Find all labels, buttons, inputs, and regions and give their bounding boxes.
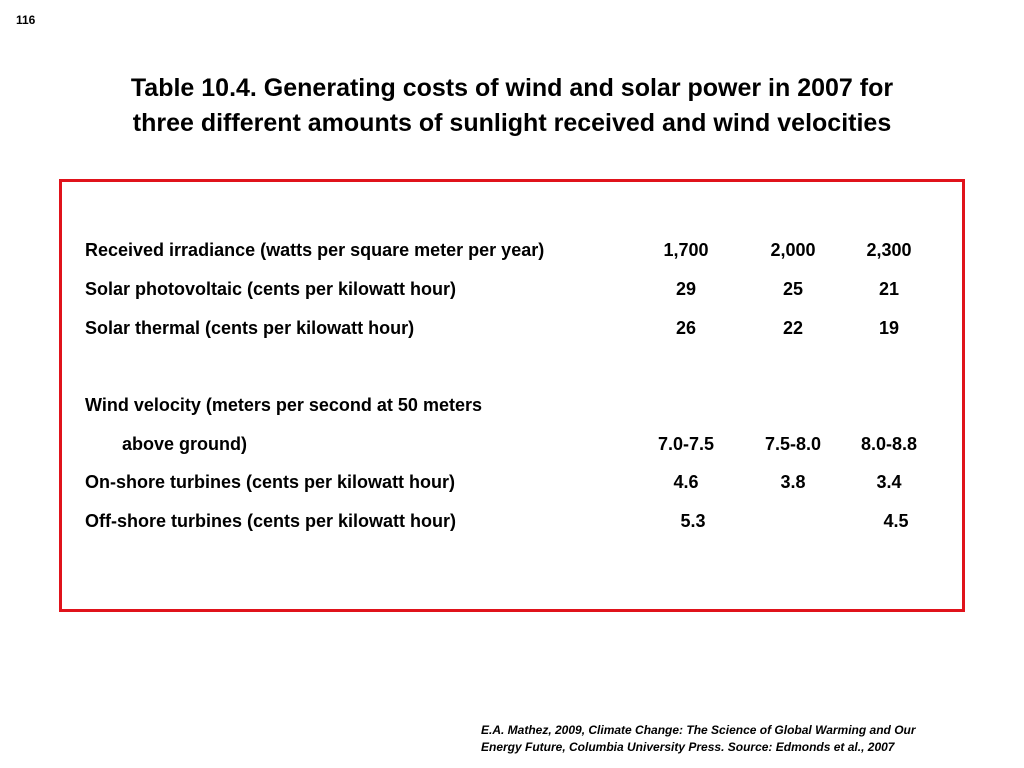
cell-mid: 2,000 bbox=[770, 240, 816, 260]
cell-mid: 22 bbox=[782, 318, 804, 338]
cell-high: 2,300 bbox=[866, 240, 912, 260]
cell-mid: 7.5-8.0 bbox=[764, 434, 822, 454]
page-number: 116 bbox=[16, 13, 36, 27]
data-table-box: Received irradiance (watts per square me… bbox=[59, 179, 965, 612]
cell-high: 21 bbox=[878, 279, 900, 299]
table-row-above-ground: above ground) 7.0-7.5 7.5-8.0 8.0-8.8 bbox=[62, 432, 962, 456]
title-line-2: three different amounts of sunlight rece… bbox=[132, 109, 892, 137]
cell-low: 7.0-7.5 bbox=[657, 434, 715, 454]
row-label: Received irradiance (watts per square me… bbox=[85, 240, 545, 260]
table-row-off-shore: Off-shore turbines (cents per kilowatt h… bbox=[62, 509, 962, 533]
citation-line-1: E.A. Mathez, 2009, Climate Change: The S… bbox=[481, 723, 916, 737]
row-label: Solar thermal (cents per kilowatt hour) bbox=[85, 318, 415, 338]
row-label: Solar photovoltaic (cents per kilowatt h… bbox=[85, 279, 457, 299]
cell-low: 4.6 bbox=[673, 472, 699, 492]
table-row-solar-photovoltaic: Solar photovoltaic (cents per kilowatt h… bbox=[62, 277, 962, 301]
table-row-wind-velocity: Wind velocity (meters per second at 50 m… bbox=[62, 393, 962, 417]
row-label: above ground) bbox=[122, 434, 247, 454]
row-label: Wind velocity (meters per second at 50 m… bbox=[85, 395, 482, 415]
table-row-solar-thermal: Solar thermal (cents per kilowatt hour) … bbox=[62, 316, 962, 340]
cell-high: 19 bbox=[878, 318, 900, 338]
slide-title: Table 10.4. Generating costs of wind and… bbox=[0, 71, 1024, 141]
cell-mid: 3.8 bbox=[780, 472, 806, 492]
table-row-on-shore: On-shore turbines (cents per kilowatt ho… bbox=[62, 470, 962, 494]
row-label: On-shore turbines (cents per kilowatt ho… bbox=[85, 472, 456, 492]
cell-high: 8.0-8.8 bbox=[860, 434, 918, 454]
cell-high: 3.4 bbox=[876, 472, 902, 492]
cell-low: 5.3 bbox=[680, 511, 706, 531]
cell-low: 1,700 bbox=[663, 240, 709, 260]
cell-low: 29 bbox=[675, 279, 697, 299]
cell-low: 26 bbox=[675, 318, 697, 338]
citation-line-2: Energy Future, Columbia University Press… bbox=[481, 740, 895, 754]
row-label: Off-shore turbines (cents per kilowatt h… bbox=[85, 511, 457, 531]
source-citation: E.A. Mathez, 2009, Climate Change: The S… bbox=[481, 722, 916, 756]
cell-high: 4.5 bbox=[883, 511, 909, 531]
table-row-irradiance: Received irradiance (watts per square me… bbox=[62, 238, 962, 262]
cell-mid: 25 bbox=[782, 279, 804, 299]
title-line-1: Table 10.4. Generating costs of wind and… bbox=[130, 74, 894, 102]
